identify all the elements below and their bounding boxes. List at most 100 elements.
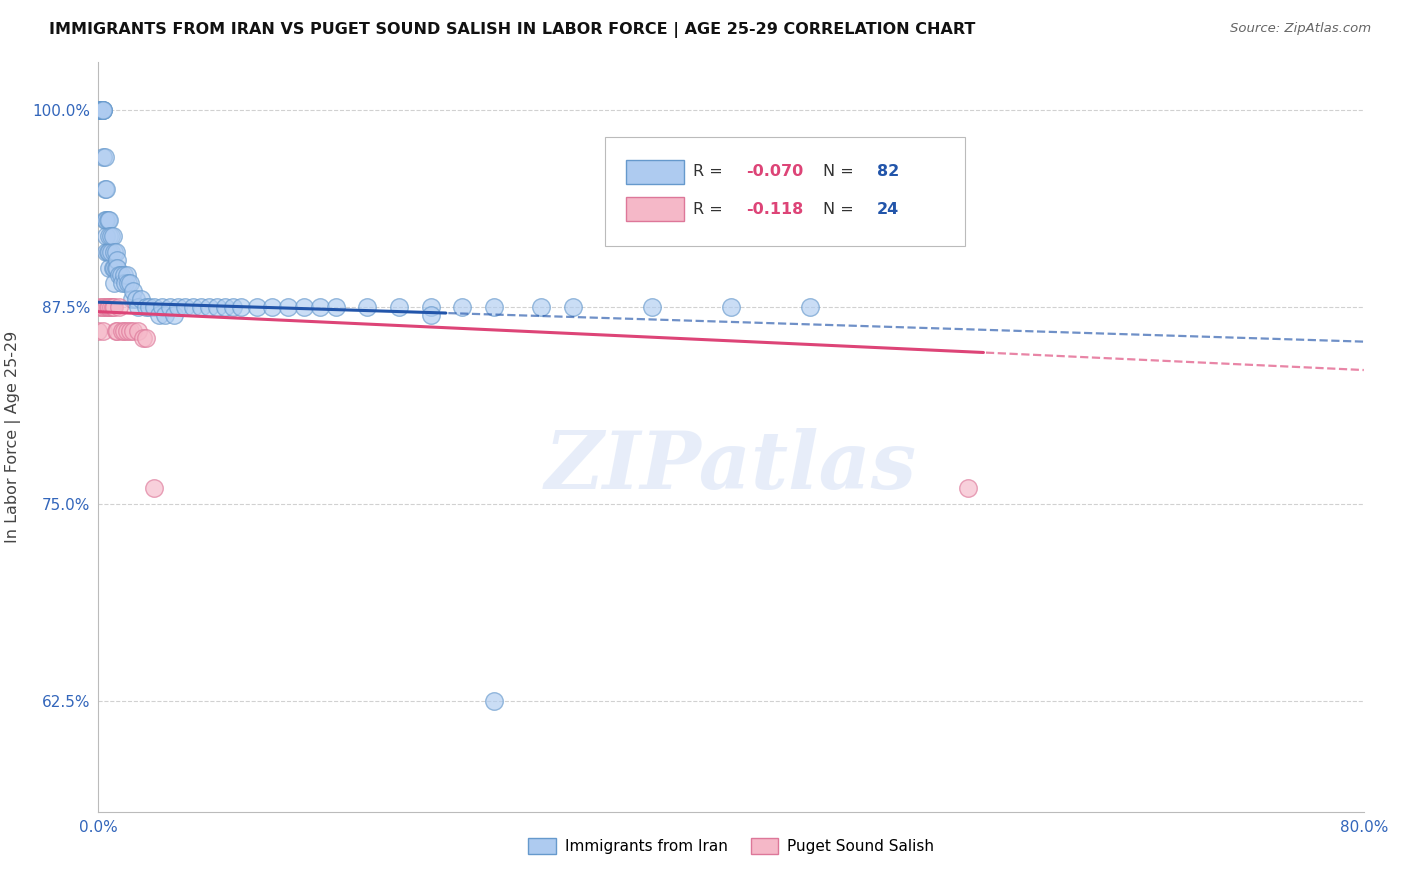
Point <box>214 300 236 314</box>
Text: 82: 82 <box>877 164 898 179</box>
Text: 24: 24 <box>877 202 898 217</box>
Y-axis label: In Labor Force | Age 25-29: In Labor Force | Age 25-29 <box>6 331 21 543</box>
Point <box>159 300 181 314</box>
Point <box>205 300 228 314</box>
Point <box>150 300 173 314</box>
Point <box>292 300 315 314</box>
Point <box>262 300 284 314</box>
Legend: Immigrants from Iran, Puget Sound Salish: Immigrants from Iran, Puget Sound Salish <box>522 832 941 860</box>
Point <box>277 300 299 314</box>
FancyBboxPatch shape <box>626 197 685 221</box>
Point <box>101 300 124 314</box>
Point <box>97 213 120 227</box>
Point <box>356 300 378 314</box>
Point <box>142 300 165 314</box>
Point <box>127 300 149 314</box>
Point <box>561 300 585 314</box>
Point <box>87 300 110 314</box>
Text: IMMIGRANTS FROM IRAN VS PUGET SOUND SALISH IN LABOR FORCE | AGE 25-29 CORRELATIO: IMMIGRANTS FROM IRAN VS PUGET SOUND SALI… <box>49 22 976 38</box>
Point <box>163 308 186 322</box>
Point <box>87 103 110 117</box>
Point <box>110 268 132 283</box>
Point <box>641 300 664 314</box>
Text: ZIPatlas: ZIPatlas <box>546 428 917 506</box>
Point <box>957 481 980 495</box>
Point <box>91 103 114 117</box>
Point <box>122 284 145 298</box>
Point <box>388 300 411 314</box>
Point <box>87 103 110 117</box>
Point <box>325 300 347 314</box>
Point <box>96 181 118 195</box>
Point <box>135 300 157 314</box>
Point <box>103 260 125 275</box>
Point <box>90 103 112 117</box>
Point <box>98 260 121 275</box>
Point <box>91 300 114 314</box>
Point <box>97 244 120 259</box>
Point <box>104 260 127 275</box>
Point <box>135 331 157 345</box>
Point <box>166 300 188 314</box>
Point <box>720 300 742 314</box>
Point <box>799 300 821 314</box>
Point <box>112 324 135 338</box>
Point <box>122 324 145 338</box>
Point <box>101 260 124 275</box>
Point <box>530 300 553 314</box>
FancyBboxPatch shape <box>626 160 685 184</box>
Point <box>115 268 138 283</box>
Point <box>419 308 441 322</box>
Point <box>104 324 127 338</box>
Point <box>91 324 114 338</box>
Point <box>153 308 176 322</box>
Point <box>482 694 505 708</box>
Point <box>96 244 118 259</box>
Point <box>103 300 125 314</box>
Point <box>97 300 120 314</box>
Point <box>127 324 149 338</box>
Point <box>132 331 155 345</box>
Point <box>246 300 269 314</box>
Point <box>90 103 112 117</box>
Point <box>103 277 125 291</box>
Text: -0.070: -0.070 <box>747 164 804 179</box>
Point <box>100 300 122 314</box>
Point <box>117 277 139 291</box>
Point <box>174 300 197 314</box>
Point <box>125 292 148 306</box>
Point <box>111 324 134 338</box>
Point <box>222 300 245 314</box>
Point <box>90 300 112 314</box>
Point <box>107 252 129 267</box>
Point <box>112 268 135 283</box>
Point <box>482 300 505 314</box>
Text: R =: R = <box>693 164 728 179</box>
Point <box>183 300 205 314</box>
Text: Source: ZipAtlas.com: Source: ZipAtlas.com <box>1230 22 1371 36</box>
Point <box>111 277 134 291</box>
Point <box>90 103 112 117</box>
Point <box>93 181 117 195</box>
Point <box>108 300 131 314</box>
Point <box>419 300 441 314</box>
Point <box>190 300 212 314</box>
Point <box>96 300 118 314</box>
Point <box>121 292 143 306</box>
Point <box>100 244 122 259</box>
Point <box>87 103 110 117</box>
Point <box>87 324 110 338</box>
Point <box>96 213 118 227</box>
Point <box>96 229 118 244</box>
Point <box>138 300 160 314</box>
Point <box>198 300 221 314</box>
Point <box>120 277 141 291</box>
Point <box>148 308 170 322</box>
Point <box>98 244 121 259</box>
Text: N =: N = <box>824 164 859 179</box>
Point <box>107 260 129 275</box>
Point <box>108 268 131 283</box>
Point <box>103 244 125 259</box>
Point <box>93 150 117 164</box>
Text: R =: R = <box>693 202 728 217</box>
